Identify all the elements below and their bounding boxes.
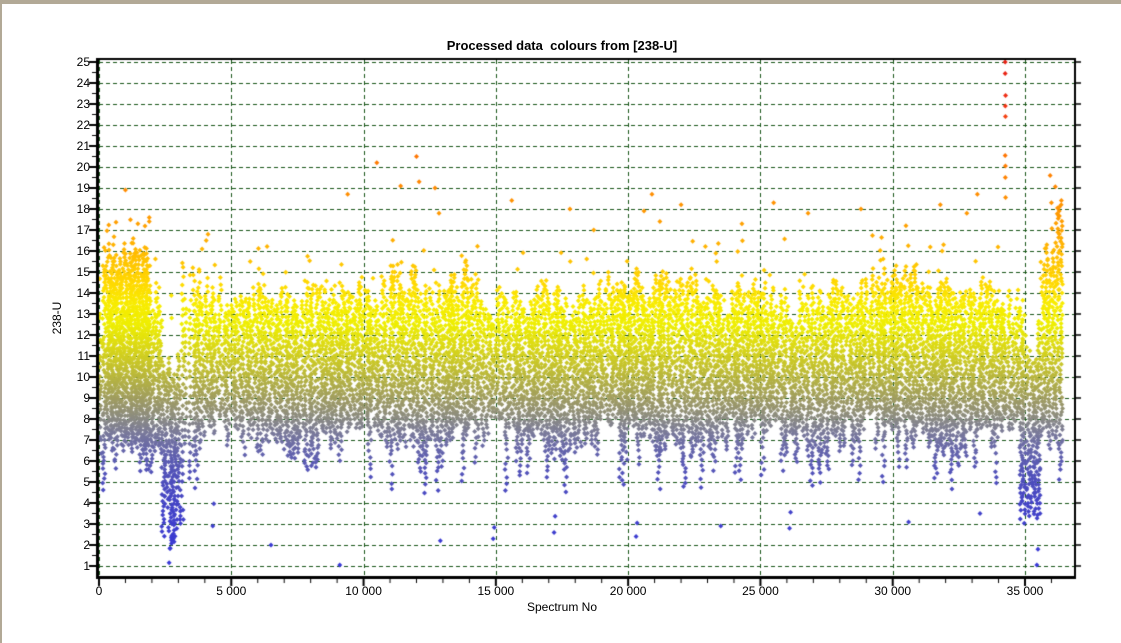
y-tick-label: 19: [76, 181, 90, 195]
y-tick-label: 4: [83, 496, 90, 510]
x-tick-label: 25 000: [742, 584, 779, 598]
x-tick-label: 30 000: [874, 584, 912, 598]
y-tick-label: 14: [76, 286, 90, 300]
y-tick-label: 25: [76, 55, 90, 69]
y-tick-label: 17: [76, 223, 90, 237]
scatter-plot-canvas: [2, 4, 1121, 643]
x-tick-label: 10 000: [345, 584, 382, 598]
y-tick-label: 7: [83, 433, 90, 447]
x-tick-label: 0: [95, 584, 103, 598]
y-tick-label: 9: [83, 391, 90, 405]
y-tick-label: 12: [76, 328, 90, 342]
y-tick-label: 6: [83, 454, 90, 468]
x-tick-label: 5 000: [216, 584, 247, 598]
y-tick-label: 18: [76, 202, 90, 216]
y-tick-label: 16: [76, 244, 90, 258]
x-tick-label: 20 000: [609, 584, 647, 598]
y-tick-label: 22: [76, 118, 90, 132]
y-tick-label: 2: [83, 538, 90, 552]
y-tick-label: 3: [83, 517, 90, 531]
x-tick-label: 15 000: [477, 584, 515, 598]
y-tick-label: 10: [76, 370, 90, 384]
y-tick-label: 21: [76, 139, 90, 153]
x-tick-label: 35 000: [1006, 584, 1044, 598]
y-tick-label: 13: [76, 307, 90, 321]
y-tick-label: 24: [76, 76, 90, 90]
y-tick-label: 1: [83, 559, 90, 573]
y-axis-title: 238-U: [50, 301, 64, 335]
y-tick-label: 20: [76, 160, 90, 174]
y-tick-label: 15: [76, 265, 90, 279]
x-axis-title: Spectrum No: [526, 600, 598, 614]
y-tick-label: 11: [77, 349, 90, 363]
y-tick-label: 8: [83, 412, 90, 426]
y-tick-label: 5: [83, 475, 90, 489]
y-tick-label: 23: [76, 97, 90, 111]
